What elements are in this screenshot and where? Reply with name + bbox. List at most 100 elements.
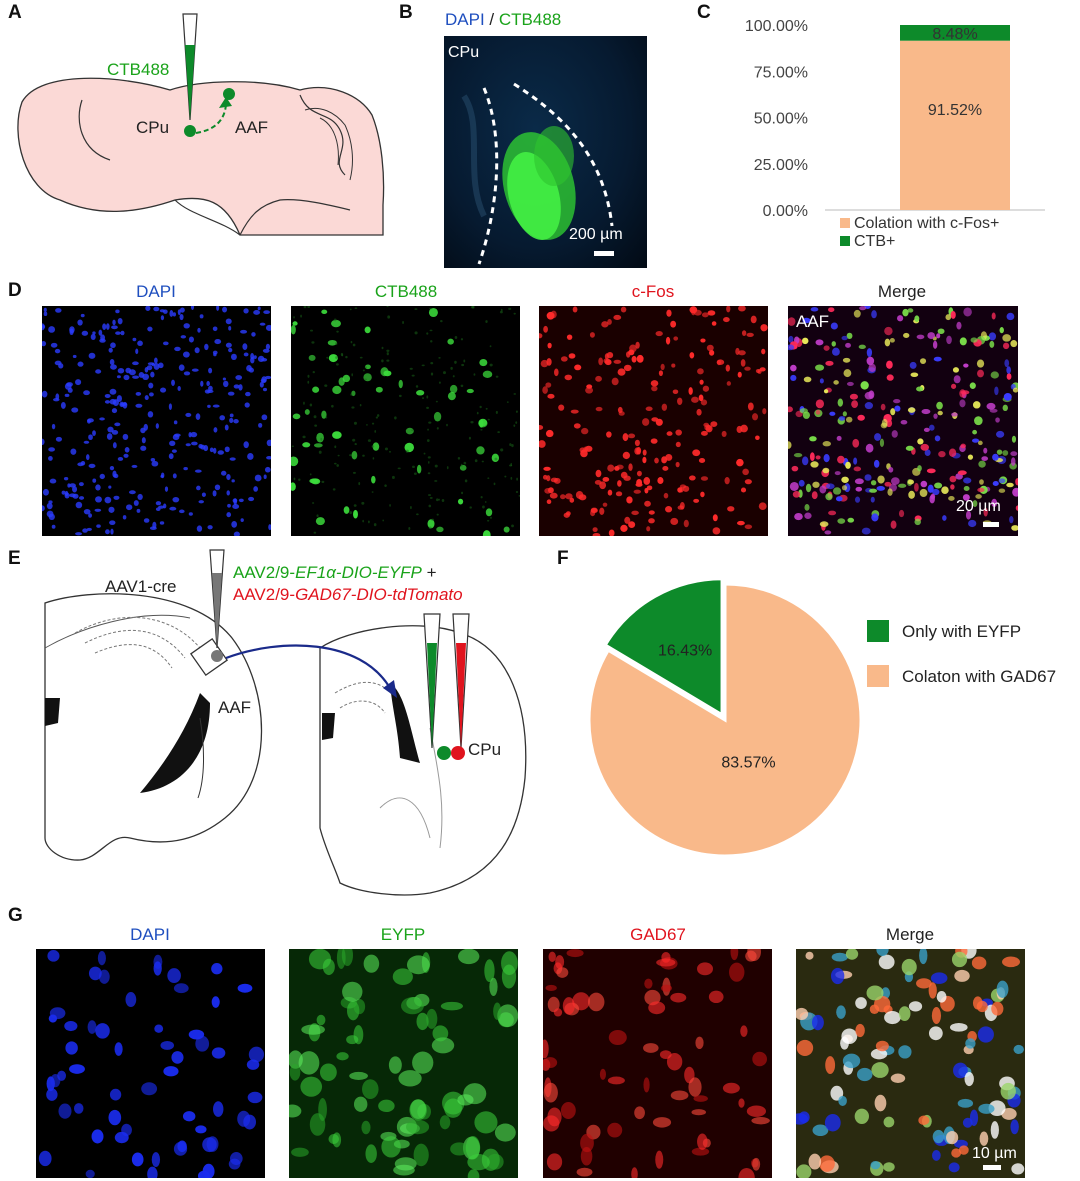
cell xyxy=(976,1000,988,1013)
cell xyxy=(886,360,893,369)
cell xyxy=(464,479,468,483)
cell xyxy=(479,359,488,367)
cell xyxy=(266,456,271,460)
cell xyxy=(196,485,201,491)
cell xyxy=(58,363,64,369)
cell xyxy=(691,396,699,403)
cell xyxy=(253,486,259,492)
cell xyxy=(1010,451,1018,457)
cell xyxy=(932,488,940,496)
cell xyxy=(598,357,604,366)
cell xyxy=(308,949,332,970)
cell xyxy=(123,374,130,381)
cell xyxy=(340,352,344,356)
cell xyxy=(208,385,213,392)
cell xyxy=(392,968,413,986)
cell xyxy=(702,385,710,392)
panel-label-e: E xyxy=(8,548,21,569)
cell xyxy=(216,306,220,311)
cell xyxy=(887,488,893,496)
cell xyxy=(117,457,124,461)
cell xyxy=(326,356,329,359)
c-y-tick-label: 0.00% xyxy=(763,203,808,220)
cell xyxy=(446,466,449,470)
cell xyxy=(659,1050,672,1059)
cell xyxy=(332,488,336,491)
cell xyxy=(202,1163,215,1178)
cell xyxy=(737,371,742,378)
c-bar-data-label-0: 91.52% xyxy=(928,102,982,119)
cell xyxy=(650,438,658,444)
cell xyxy=(42,390,48,398)
cell xyxy=(104,496,112,504)
cell xyxy=(1001,1108,1017,1120)
cell xyxy=(65,1041,78,1055)
cell xyxy=(454,336,458,339)
cell xyxy=(261,376,267,383)
c-bar-segment-0 xyxy=(900,40,1010,210)
cell xyxy=(307,380,310,384)
cell xyxy=(949,475,957,483)
cell xyxy=(174,346,181,352)
cell xyxy=(350,340,353,344)
cell xyxy=(487,418,490,421)
cell xyxy=(229,457,236,461)
cell xyxy=(168,453,174,460)
cell xyxy=(94,508,102,512)
cell xyxy=(494,1123,516,1142)
cell xyxy=(350,393,353,396)
cell xyxy=(811,491,818,500)
cell xyxy=(185,412,192,418)
cell xyxy=(855,997,867,1009)
cell xyxy=(313,531,317,534)
cell xyxy=(73,1103,84,1114)
cell xyxy=(825,1056,836,1074)
cell xyxy=(846,381,854,386)
d-channel-dapi: DAPI xyxy=(136,282,176,301)
cell xyxy=(111,408,118,414)
cell xyxy=(949,1022,968,1032)
cell xyxy=(644,487,649,494)
cell xyxy=(658,370,663,377)
cell xyxy=(114,1042,123,1056)
panel-b-title-ctb: CTB488 xyxy=(498,10,562,29)
cell xyxy=(426,332,429,335)
cell xyxy=(738,306,746,312)
cell xyxy=(648,518,655,524)
cell xyxy=(864,391,874,400)
cell xyxy=(359,356,363,359)
cell xyxy=(811,1014,824,1031)
cell xyxy=(108,347,113,353)
cell xyxy=(712,527,721,535)
cell xyxy=(164,486,169,492)
cell xyxy=(135,403,143,408)
cell xyxy=(946,335,952,345)
c-legend-swatch-1 xyxy=(840,236,850,246)
cell xyxy=(195,1125,207,1134)
cell xyxy=(548,951,556,963)
cell xyxy=(700,399,708,406)
cell xyxy=(258,422,263,428)
cell xyxy=(426,1008,438,1029)
cell xyxy=(830,967,845,985)
cell xyxy=(501,964,517,989)
cell xyxy=(328,1133,340,1144)
cell xyxy=(160,387,167,393)
cell xyxy=(92,331,96,335)
cell xyxy=(543,1057,558,1068)
cell xyxy=(963,485,970,491)
cell xyxy=(132,375,140,379)
cell xyxy=(937,328,945,335)
cell xyxy=(716,359,721,366)
cell xyxy=(427,460,430,464)
cell xyxy=(291,325,296,335)
cell xyxy=(937,410,943,416)
cell xyxy=(689,352,695,359)
cell xyxy=(358,482,361,486)
cell xyxy=(220,470,227,476)
cell xyxy=(1010,457,1016,466)
cell xyxy=(442,371,446,375)
cell xyxy=(363,373,372,382)
cell xyxy=(898,509,905,518)
cell xyxy=(799,408,808,414)
